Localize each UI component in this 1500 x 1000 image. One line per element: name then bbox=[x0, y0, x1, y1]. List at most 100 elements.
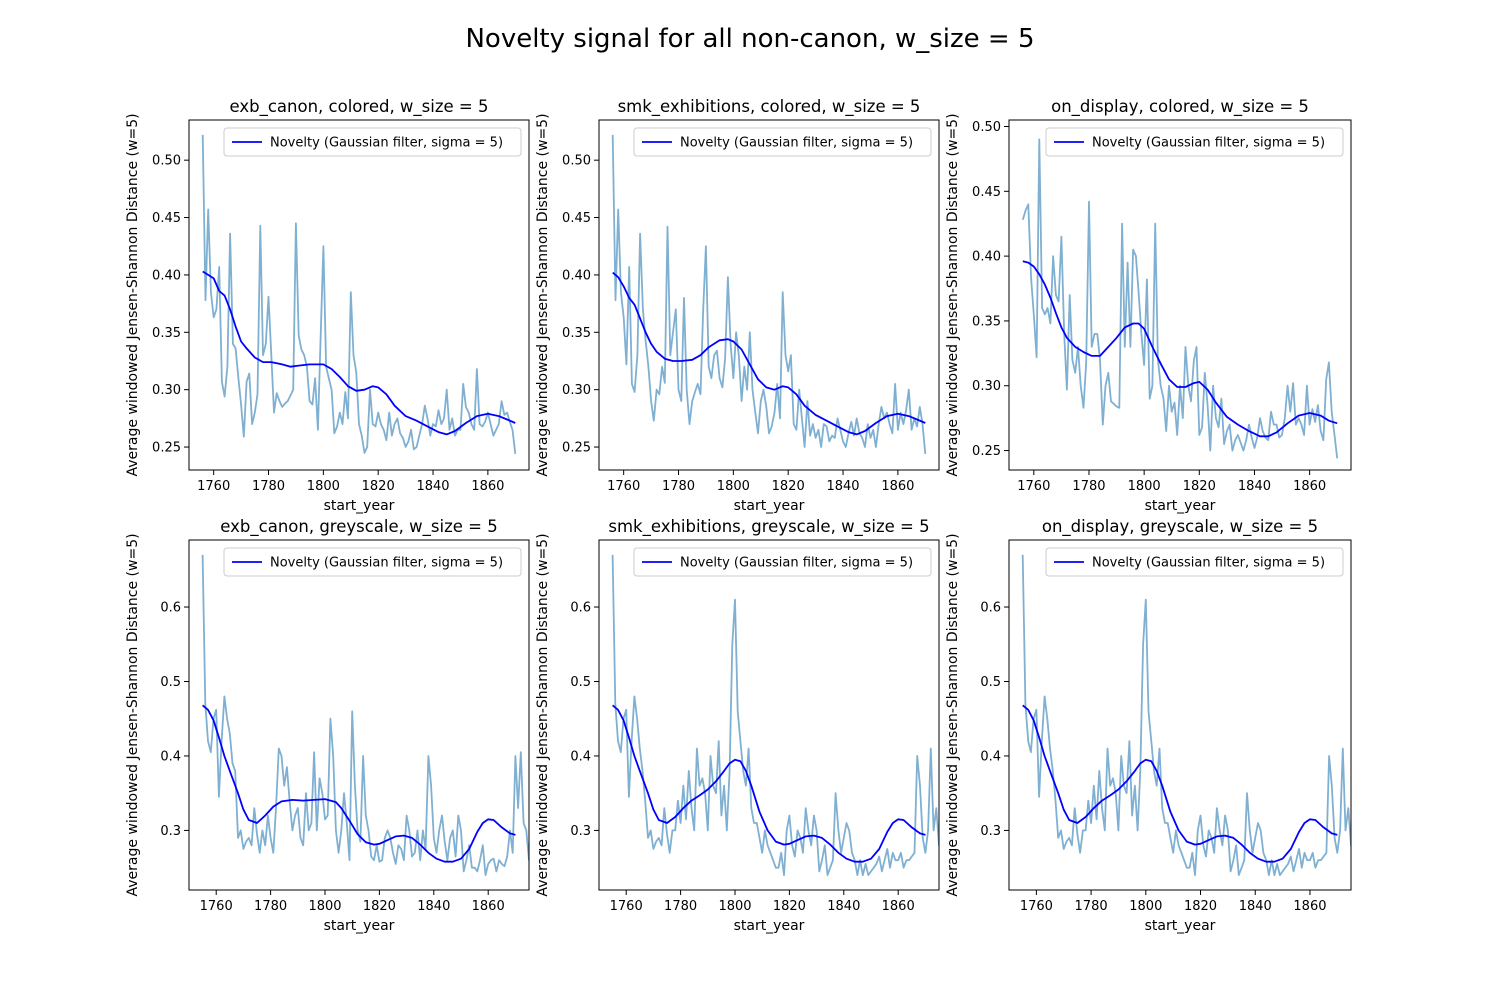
x-tick-label: 1840 bbox=[826, 479, 859, 494]
raw-novelty-line bbox=[201, 134, 517, 455]
x-tick-label: 1860 bbox=[1293, 899, 1326, 914]
y-tick-label: 0.5 bbox=[570, 675, 591, 690]
subplot-title: exb_canon, colored, w_size = 5 bbox=[230, 97, 489, 117]
x-tick-label: 1860 bbox=[881, 479, 914, 494]
y-tick-label: 0.3 bbox=[980, 824, 1001, 839]
x-tick-label: 1780 bbox=[1075, 899, 1108, 914]
x-tick-label: 1800 bbox=[717, 479, 750, 494]
y-tick-label: 0.6 bbox=[160, 601, 181, 616]
y-tick-label: 0.35 bbox=[972, 314, 1001, 329]
y-tick-label: 0.4 bbox=[570, 749, 591, 764]
subplot-title: smk_exhibitions, greyscale, w_size = 5 bbox=[608, 517, 929, 537]
y-axis-label: Average windowed Jensen-Shannon Distance… bbox=[945, 533, 961, 896]
legend: Novelty (Gaussian filter, sigma = 5) bbox=[223, 547, 522, 577]
y-tick-label: 0.25 bbox=[972, 444, 1001, 459]
legend: Novelty (Gaussian filter, sigma = 5) bbox=[1045, 127, 1344, 157]
y-tick-label: 0.35 bbox=[152, 326, 181, 341]
x-tick-label: 1860 bbox=[472, 899, 505, 914]
x-tick-label: 1800 bbox=[1128, 479, 1161, 494]
y-axis-label: Average windowed Jensen-Shannon Distance… bbox=[945, 113, 961, 476]
x-tick-label: 1800 bbox=[307, 479, 340, 494]
raw-novelty-line bbox=[201, 554, 529, 876]
legend-box bbox=[223, 547, 522, 577]
legend-box bbox=[223, 127, 522, 157]
y-tick-label: 0.30 bbox=[152, 383, 181, 398]
y-tick-label: 0.40 bbox=[152, 268, 181, 283]
subplot-6: 1760 1780 1800 1820 1840 1860 0.3 0.4 0.5 0.6 on_d… bbox=[945, 517, 1352, 934]
smoothed-novelty-line bbox=[1022, 704, 1338, 863]
subplot-4: 1760 1780 1800 1820 1840 1860 0.3 0.4 0.5 0.6 exb_… bbox=[125, 517, 530, 934]
x-tick-label: 1760 bbox=[610, 899, 643, 914]
x-tick-label: 1820 bbox=[1183, 479, 1216, 494]
subplot-2: 1760 1780 1800 1820 1840 1860 0.25 0.30 0.35 0.40… bbox=[535, 97, 940, 514]
raw-novelty-line bbox=[1021, 138, 1339, 459]
y-tick-label: 0.25 bbox=[152, 441, 181, 456]
x-tick-label: 1760 bbox=[1017, 479, 1050, 494]
y-tick-label: 0.6 bbox=[980, 601, 1001, 616]
legend: Novelty (Gaussian filter, sigma = 5) bbox=[633, 127, 932, 157]
x-tick-label: 1820 bbox=[363, 899, 396, 914]
legend-label: Novelty (Gaussian filter, sigma = 5) bbox=[1092, 136, 1325, 151]
plot-frame bbox=[1008, 119, 1352, 471]
y-axis-label: Average windowed Jensen-Shannon Distance… bbox=[125, 113, 141, 476]
x-axis-label: start_year bbox=[734, 918, 805, 934]
x-axis-label: start_year bbox=[734, 498, 805, 514]
y-tick-label: 0.45 bbox=[562, 211, 591, 226]
legend: Novelty (Gaussian filter, sigma = 5) bbox=[633, 547, 932, 577]
x-tick-label: 1780 bbox=[254, 899, 287, 914]
y-tick-label: 0.50 bbox=[972, 120, 1001, 135]
raw-novelty-line bbox=[611, 554, 939, 876]
subplot-title: smk_exhibitions, colored, w_size = 5 bbox=[618, 97, 921, 117]
y-tick-label: 0.35 bbox=[562, 326, 591, 341]
subplot-title: on_display, greyscale, w_size = 5 bbox=[1042, 517, 1318, 537]
x-tick-label: 1820 bbox=[772, 479, 805, 494]
y-tick-label: 0.4 bbox=[980, 749, 1001, 764]
x-tick-label: 1840 bbox=[416, 479, 449, 494]
legend-box bbox=[1045, 547, 1344, 577]
y-tick-label: 0.6 bbox=[570, 601, 591, 616]
x-tick-label: 1840 bbox=[417, 899, 450, 914]
plot-frame bbox=[598, 539, 940, 891]
subplot-5: 1760 1780 1800 1820 1840 1860 0.3 0.4 0.5 0.6 smk_… bbox=[535, 517, 940, 934]
smoothed-novelty-line bbox=[202, 704, 516, 863]
x-axis-label: start_year bbox=[324, 498, 395, 514]
y-axis-label: Average windowed Jensen-Shannon Distance… bbox=[535, 113, 551, 476]
x-tick-label: 1820 bbox=[773, 899, 806, 914]
y-axis-label: Average windowed Jensen-Shannon Distance… bbox=[125, 533, 141, 896]
smoothed-novelty-line bbox=[612, 704, 926, 863]
legend-label: Novelty (Gaussian filter, sigma = 5) bbox=[680, 136, 913, 151]
smoothed-novelty-line bbox=[1022, 260, 1338, 438]
x-tick-label: 1780 bbox=[252, 479, 285, 494]
smoothed-novelty-line bbox=[612, 271, 926, 436]
plot-frame bbox=[1008, 539, 1352, 891]
x-axis-label: start_year bbox=[324, 918, 395, 934]
legend: Novelty (Gaussian filter, sigma = 5) bbox=[223, 127, 522, 157]
x-tick-label: 1860 bbox=[882, 899, 915, 914]
x-tick-label: 1800 bbox=[308, 899, 341, 914]
x-tick-label: 1760 bbox=[197, 479, 230, 494]
x-tick-label: 1760 bbox=[200, 899, 233, 914]
x-axis-label: start_year bbox=[1145, 918, 1216, 934]
raw-novelty-line bbox=[611, 134, 927, 454]
legend-box bbox=[633, 547, 932, 577]
legend-box bbox=[1045, 127, 1344, 157]
y-tick-label: 0.4 bbox=[160, 749, 181, 764]
y-tick-label: 0.40 bbox=[972, 250, 1001, 265]
x-tick-label: 1820 bbox=[362, 479, 395, 494]
x-tick-label: 1840 bbox=[1239, 899, 1272, 914]
y-tick-label: 0.50 bbox=[562, 154, 591, 169]
smoothed-novelty-line bbox=[202, 270, 516, 436]
y-tick-label: 0.45 bbox=[152, 211, 181, 226]
y-tick-label: 0.30 bbox=[562, 383, 591, 398]
x-tick-label: 1860 bbox=[471, 479, 504, 494]
legend-box bbox=[633, 127, 932, 157]
figure-title: Novelty signal for all non-canon, w_size… bbox=[465, 24, 1035, 54]
y-axis-label: Average windowed Jensen-Shannon Distance… bbox=[535, 533, 551, 896]
legend-label: Novelty (Gaussian filter, sigma = 5) bbox=[1092, 556, 1325, 571]
subplot-3: 1760 1780 1800 1820 1840 1860 0.25 0.30 0.35 0.40… bbox=[945, 97, 1352, 514]
x-tick-label: 1860 bbox=[1293, 479, 1326, 494]
legend-label: Novelty (Gaussian filter, sigma = 5) bbox=[270, 136, 503, 151]
y-tick-label: 0.3 bbox=[570, 824, 591, 839]
y-tick-label: 0.5 bbox=[160, 675, 181, 690]
